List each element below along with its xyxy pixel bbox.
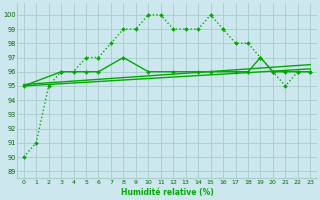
X-axis label: Humidité relative (%): Humidité relative (%) xyxy=(121,188,213,197)
